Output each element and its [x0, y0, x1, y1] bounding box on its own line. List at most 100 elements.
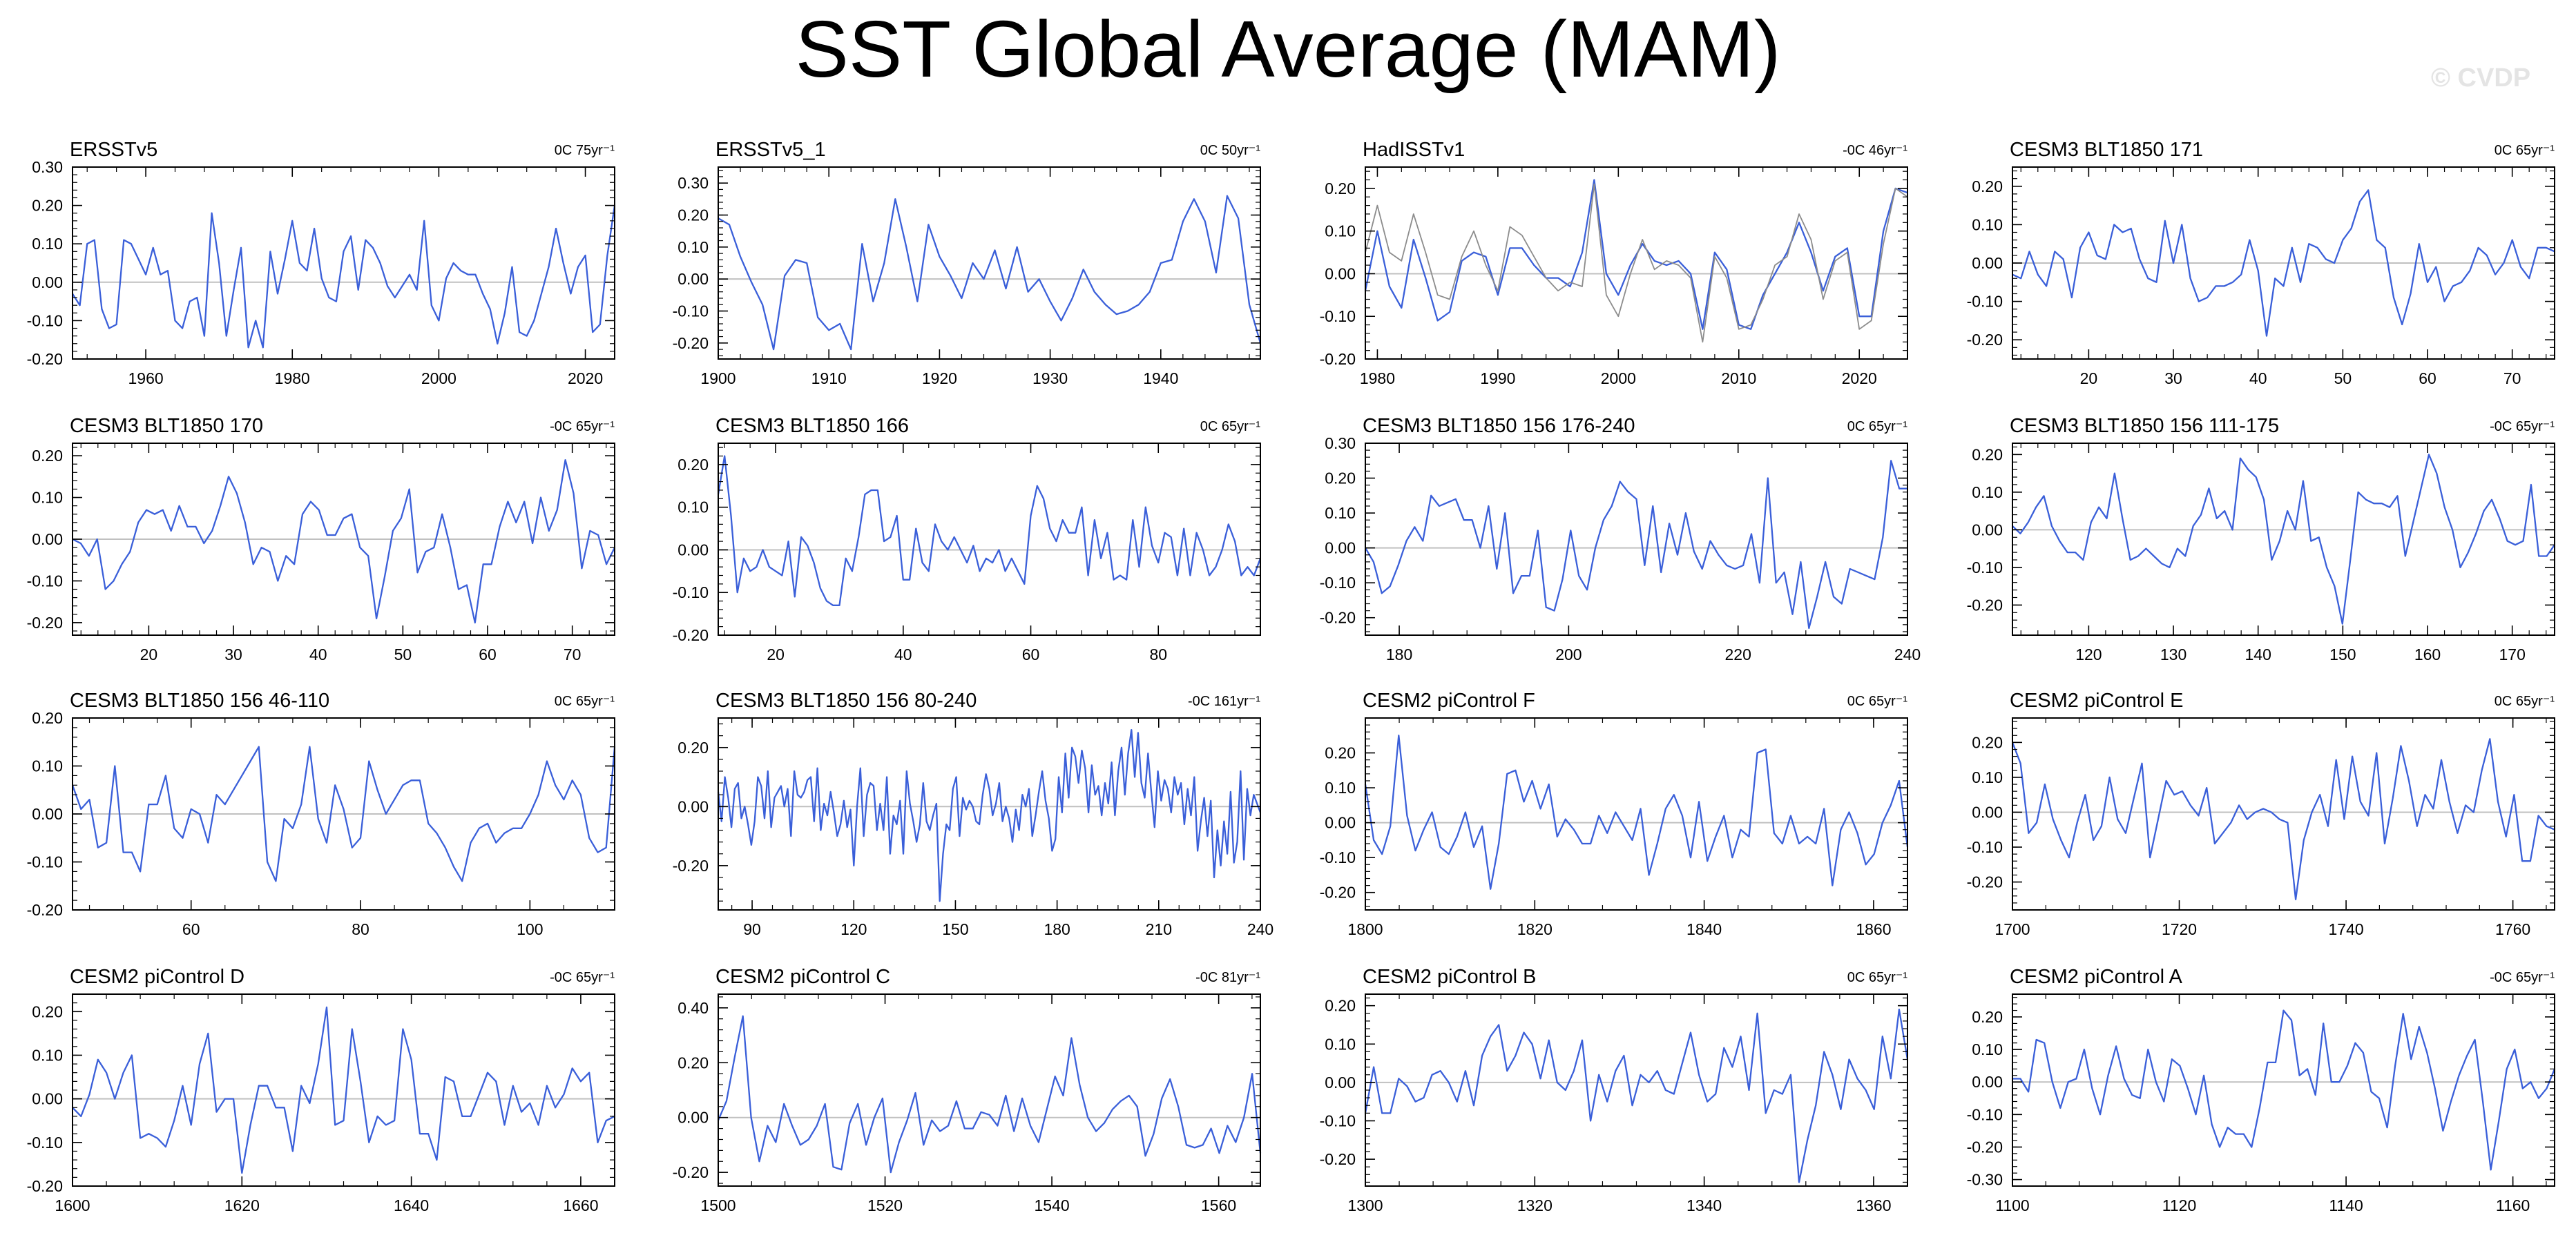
series-line: [71, 746, 616, 882]
y-tick-label: 0.20: [677, 739, 709, 757]
y-tick-label: -0.10: [1320, 574, 1356, 592]
y-tick-label: 0.10: [32, 1046, 63, 1064]
y-tick-label: 0.10: [1325, 222, 1356, 240]
y-tick-label: 0.00: [1972, 521, 2003, 538]
y-tick-label: -0.20: [673, 1163, 709, 1181]
x-tick-label: 70: [2503, 369, 2521, 387]
panel-trend-label: -0C 65yr⁻¹: [2490, 970, 2555, 985]
panel-title: CESM3 BLT1850 156 176-240: [1363, 415, 1635, 437]
y-tick-label: -0.10: [1967, 838, 2003, 856]
panel-trend-label: -0C 81yr⁻¹: [1195, 970, 1260, 985]
x-tick-label: 100: [517, 920, 543, 938]
x-tick-label: 1820: [1517, 920, 1553, 938]
y-tick-label: 0.20: [1972, 177, 2003, 195]
y-tick-label: -0.10: [1967, 559, 2003, 576]
x-tick-label: 60: [2419, 369, 2436, 387]
x-tick-label: 210: [1146, 920, 1172, 938]
x-tick-label: 2000: [1601, 369, 1636, 387]
plot-frame: [2012, 443, 2555, 636]
x-tick-label: 240: [1247, 920, 1273, 938]
y-tick-label: -0.20: [1320, 609, 1356, 627]
y-tick-label: 0.00: [677, 797, 709, 815]
plot-frame: [72, 993, 615, 1187]
panel-trend-label: -0C 65yr⁻¹: [2490, 419, 2555, 434]
x-tick-label: 2020: [568, 369, 603, 387]
y-tick-label: -0.10: [27, 1134, 63, 1152]
x-tick-label: 200: [1555, 646, 1582, 663]
x-tick-label: 40: [2249, 369, 2267, 387]
x-tick-label: 20: [767, 646, 785, 663]
y-tick-label: 0.00: [1972, 1073, 2003, 1091]
x-tick-label: 30: [2164, 369, 2182, 387]
y-tick-label: -0.20: [1967, 873, 2003, 891]
panel-trend-label: 0C 65yr⁻¹: [555, 694, 615, 709]
panel-trend-label: 0C 65yr⁻¹: [2495, 694, 2555, 709]
series-line: [1365, 460, 1907, 630]
panel-3: HadISSTv1 -0C 46yr⁻¹ -0.20 -0.10 0.00 0.10 0.2…: [1320, 139, 1908, 387]
x-tick-label: 140: [2245, 646, 2271, 663]
x-tick-label: 1720: [2162, 920, 2197, 938]
series-line: [2012, 1009, 2556, 1171]
y-tick-label: -0.10: [1967, 293, 2003, 311]
x-tick-label: 50: [2334, 369, 2352, 387]
panel-trend-label: 0C 65yr⁻¹: [1847, 970, 1908, 985]
series-line: [2012, 189, 2555, 337]
panel-title: CESM3 BLT1850 171: [2010, 139, 2203, 161]
y-tick-label: 0.20: [677, 206, 709, 224]
y-tick-label: 0.20: [1325, 997, 1356, 1015]
y-tick-label: -0.20: [27, 1177, 63, 1195]
x-tick-label: 1920: [922, 369, 957, 387]
panel-title: ERSSTv5_1: [715, 139, 826, 161]
plot-frame: [2012, 717, 2555, 911]
x-tick-label: 220: [1725, 646, 1751, 663]
x-tick-label: 2010: [1721, 369, 1756, 387]
x-tick-label: 1940: [1143, 369, 1178, 387]
y-tick-label: 0.00: [1972, 803, 2003, 821]
y-tick-label: 0.00: [1325, 1074, 1356, 1091]
panel-4: CESM3 BLT1850 171 0C 65yr⁻¹ -0.20 -0.10 0.00…: [1967, 139, 2555, 387]
x-tick-label: 180: [1386, 646, 1412, 663]
y-tick-label: 0.40: [677, 999, 709, 1017]
y-tick-label: -0.10: [27, 572, 63, 590]
x-tick-label: 60: [1022, 646, 1040, 663]
panel-15: CESM2 piControl B 0C 65yr⁻¹ -0.20 -0.10 0.00…: [1320, 966, 1909, 1214]
series-line: [72, 459, 616, 624]
y-tick-label: 0.30: [1325, 434, 1356, 452]
x-tick-label: 120: [840, 920, 867, 938]
panel-11: CESM2 piControl F 0C 65yr⁻¹ -0.20 -0.10 0.00…: [1320, 690, 1909, 938]
series-line: [717, 455, 1262, 606]
panel-16: CESM2 piControl A -0C 65yr⁻¹ -0.30 -0.20 -0.…: [1967, 966, 2556, 1214]
panel-title: CESM3 BLT1850 156 80-240: [715, 690, 977, 712]
y-tick-label: 0.10: [677, 498, 709, 516]
credit-watermark: © CVDP: [2431, 64, 2531, 93]
x-tick-label: 20: [2080, 369, 2098, 387]
y-tick-label: -0.20: [1320, 1150, 1356, 1168]
x-tick-label: 1600: [55, 1196, 90, 1214]
x-tick-label: 1620: [224, 1196, 260, 1214]
x-tick-label: 1900: [700, 369, 736, 387]
series-line: [72, 205, 616, 349]
y-tick-label: 0.10: [32, 489, 63, 507]
y-tick-label: 0.00: [677, 1109, 709, 1127]
x-tick-label: 170: [2499, 646, 2525, 663]
plot-frame: [1365, 717, 1908, 911]
x-tick-label: 240: [1894, 646, 1921, 663]
x-tick-label: 60: [182, 920, 200, 938]
plot-frame: [2012, 993, 2555, 1187]
y-tick-label: -0.30: [1967, 1171, 2003, 1189]
y-tick-label: -0.20: [673, 626, 709, 644]
x-tick-label: 160: [2414, 646, 2441, 663]
x-tick-label: 1560: [1201, 1196, 1236, 1214]
x-tick-label: 1980: [1360, 369, 1395, 387]
y-tick-label: 0.10: [1325, 1035, 1356, 1053]
y-tick-label: -0.10: [27, 853, 63, 871]
y-tick-label: 0.00: [1325, 814, 1356, 832]
series-line: [717, 1015, 1262, 1174]
y-tick-label: 0.20: [1972, 1008, 2003, 1026]
panel-title: CESM2 piControl F: [1363, 690, 1535, 712]
panel-trend-label: 0C 50yr⁻¹: [1200, 143, 1261, 158]
y-tick-label: 0.00: [32, 805, 63, 823]
panel-title: HadISSTv1: [1363, 139, 1465, 161]
x-tick-label: 1340: [1686, 1196, 1722, 1214]
